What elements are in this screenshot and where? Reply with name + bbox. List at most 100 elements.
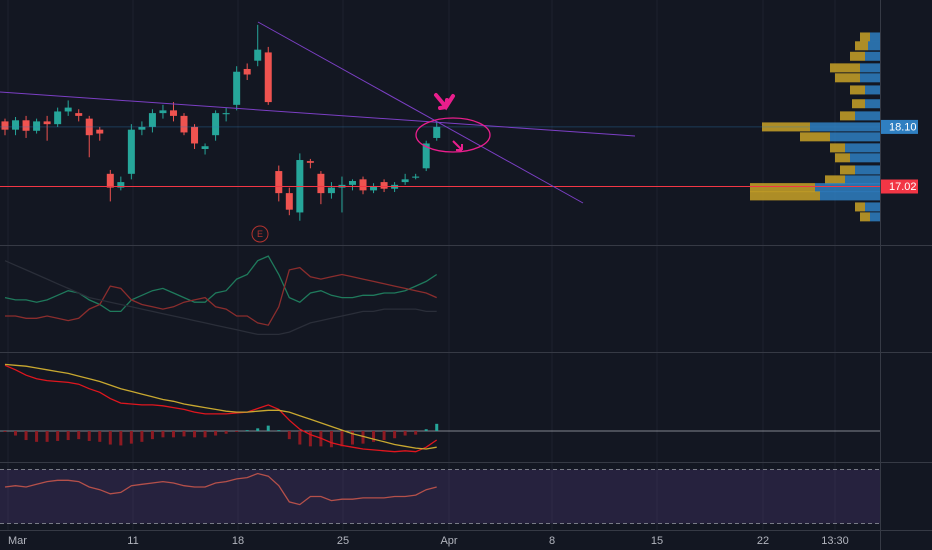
histogram-bar — [98, 431, 102, 442]
arrow — [452, 140, 463, 151]
volume-down — [835, 73, 860, 83]
histogram-bar — [361, 431, 365, 444]
histogram-bar — [224, 431, 228, 434]
volume-down — [750, 191, 820, 201]
volume-down — [855, 41, 868, 51]
volume-down — [850, 85, 865, 95]
volume-up — [870, 32, 880, 42]
candle-body — [380, 182, 388, 189]
histogram-bar — [171, 431, 175, 438]
candle-body — [191, 126, 199, 144]
volume-up — [865, 51, 880, 61]
candle-body — [33, 121, 41, 131]
volume-up — [868, 41, 880, 51]
volume-up — [810, 122, 880, 132]
candle-body — [433, 126, 441, 138]
candle-body — [233, 71, 241, 105]
volume-down — [830, 143, 845, 153]
histogram-bar — [140, 431, 144, 442]
volume-up — [865, 85, 880, 95]
candle-body — [85, 118, 93, 136]
histogram-bar — [24, 431, 28, 441]
volume-up — [865, 99, 880, 109]
candle-body — [212, 113, 220, 136]
histogram-bar — [66, 431, 70, 441]
candle-body — [138, 126, 146, 130]
histogram-bar — [350, 431, 354, 445]
volume-down — [830, 63, 860, 73]
grid — [0, 0, 880, 530]
histogram-bar — [298, 431, 302, 445]
histogram-bar — [182, 431, 186, 437]
indicator-line — [5, 266, 437, 326]
trendline — [0, 91, 636, 137]
histogram-bar — [287, 431, 291, 440]
candle-body — [370, 186, 378, 191]
x-tick-label: Mar — [8, 535, 27, 547]
candle-body — [127, 129, 135, 174]
candle-body — [222, 113, 230, 115]
candle-body — [43, 121, 51, 125]
histogram-bar — [372, 431, 376, 442]
histogram-bar — [403, 431, 407, 436]
plot — [0, 24, 880, 506]
histogram-bar — [235, 431, 239, 432]
candle-body — [422, 143, 430, 169]
volume-down — [852, 99, 865, 109]
candle-body — [148, 113, 156, 127]
histogram-bar — [203, 431, 207, 438]
price-label: 18.10 — [889, 121, 917, 133]
histogram-bar — [150, 431, 154, 440]
candle-body — [401, 179, 409, 183]
x-tick-label: Apr — [440, 535, 457, 547]
earnings-label: E — [257, 229, 263, 239]
candle-body — [412, 176, 420, 178]
candle-body — [169, 110, 177, 116]
histogram-bar — [382, 431, 386, 441]
histogram-bar — [329, 431, 333, 448]
histogram-bar — [77, 431, 81, 440]
volume-up — [860, 63, 880, 73]
indicator-line — [4, 364, 438, 453]
candle-body — [75, 113, 83, 116]
histogram-bar — [277, 430, 281, 432]
volume-down — [825, 175, 845, 185]
indicator-line — [4, 472, 437, 506]
histogram-bar — [87, 431, 91, 441]
volume-up — [820, 191, 880, 201]
histogram-bar — [308, 431, 312, 447]
band — [0, 469, 880, 524]
volume-down — [840, 111, 855, 121]
indicator-line — [4, 363, 437, 450]
histogram-bar — [245, 430, 249, 432]
x-tick-label: 15 — [651, 535, 663, 547]
histogram-bar — [214, 431, 218, 436]
candle-body — [264, 52, 272, 103]
candle-body — [96, 129, 104, 134]
highlight-ellipse — [415, 117, 491, 153]
candle-body — [348, 180, 356, 185]
volume-up — [830, 132, 880, 142]
volume-up — [860, 73, 880, 83]
histogram-bar — [129, 431, 133, 444]
axis: Mar 11 18 25 Apr 8 15 22 13:30 18.10 17.02 — [8, 119, 918, 547]
volume-down — [840, 165, 855, 175]
histogram-bar — [340, 431, 344, 447]
candle-body — [1, 121, 9, 130]
candle-body — [22, 120, 30, 131]
volume-down — [800, 132, 830, 142]
earnings-marker — [251, 225, 269, 243]
x-tick-label: 13:30 — [821, 535, 849, 547]
candle-body — [243, 68, 251, 75]
volume-down — [860, 212, 870, 222]
volume-up — [850, 153, 880, 163]
histogram-bar — [393, 431, 397, 439]
histogram-bar — [119, 431, 123, 446]
volume-up — [865, 202, 880, 212]
histogram-bar — [435, 423, 439, 432]
x-tick-label: 8 — [549, 535, 555, 547]
candle-body — [359, 179, 367, 191]
price-label-box — [881, 179, 918, 194]
histogram-bar — [45, 431, 49, 442]
x-tick-label: 18 — [232, 535, 244, 547]
